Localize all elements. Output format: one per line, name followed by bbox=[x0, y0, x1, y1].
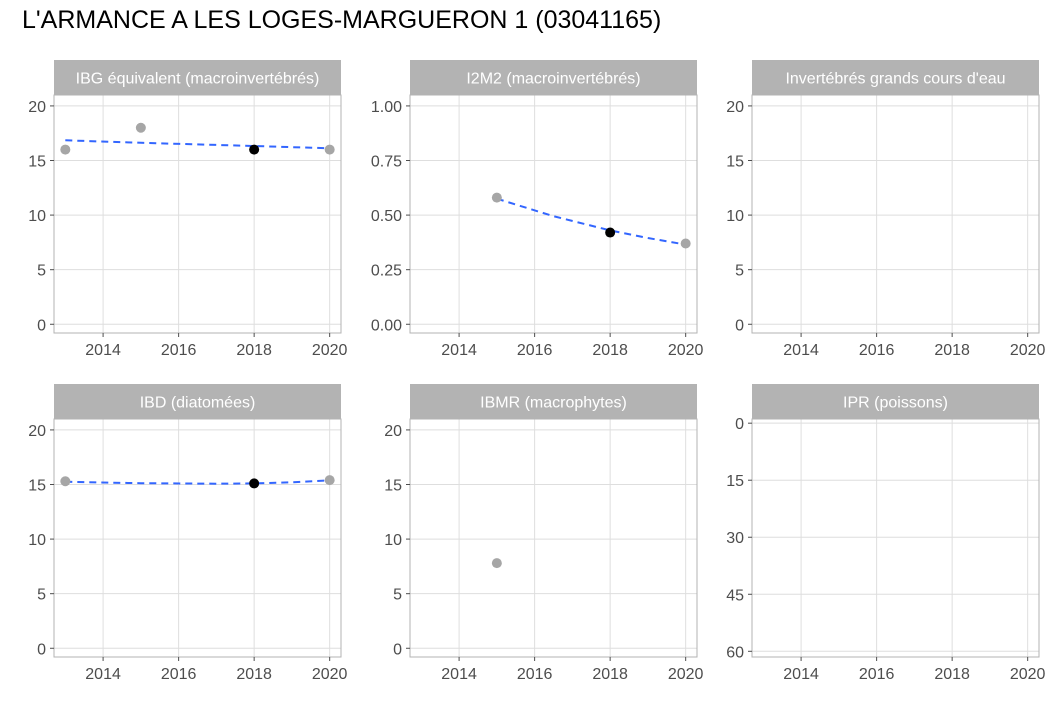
x-tick-label: 2014 bbox=[783, 342, 819, 359]
y-tick-label: 0 bbox=[37, 317, 46, 334]
data-point bbox=[249, 144, 260, 155]
y-tick-label: 10 bbox=[28, 208, 46, 225]
x-tick-label: 2014 bbox=[85, 342, 121, 359]
data-point bbox=[324, 144, 335, 155]
panel-title: Invertébrés grands cours d'eau bbox=[785, 71, 1005, 88]
y-tick-label: 15 bbox=[726, 473, 744, 490]
panel-title: IPR (poissons) bbox=[843, 395, 948, 412]
x-tick-label: 2016 bbox=[859, 666, 895, 683]
panel-strip bbox=[752, 384, 1039, 419]
y-tick-label: 0.00 bbox=[371, 317, 402, 334]
panel-strip bbox=[410, 384, 697, 419]
page-title: L'ARMANCE A LES LOGES-MARGUERON 1 (03041… bbox=[22, 6, 662, 34]
x-tick-label: 2020 bbox=[668, 342, 704, 359]
x-tick-label: 2018 bbox=[592, 342, 628, 359]
panel-strip bbox=[54, 60, 341, 95]
x-tick-label: 2016 bbox=[859, 342, 895, 359]
panel-title: IBMR (macrophytes) bbox=[480, 395, 627, 412]
y-tick-label: 5 bbox=[37, 587, 46, 604]
x-tick-label: 2018 bbox=[934, 342, 970, 359]
data-point bbox=[324, 475, 335, 486]
chart-panel-5: IBMR (macrophytes) 0 5 10 15 20 2014 2016 2018 20… bbox=[384, 384, 704, 683]
y-tick-label: 10 bbox=[28, 532, 46, 549]
y-tick-label: 0 bbox=[735, 317, 744, 334]
y-tick-label: 0 bbox=[735, 416, 744, 433]
panel-strip bbox=[752, 60, 1039, 95]
y-tick-label: 10 bbox=[384, 532, 402, 549]
y-tick-label: 5 bbox=[393, 587, 402, 604]
x-tick-label: 2020 bbox=[1010, 342, 1046, 359]
y-tick-label: 45 bbox=[726, 587, 744, 604]
x-tick-label: 2016 bbox=[517, 666, 553, 683]
x-tick-label: 2016 bbox=[161, 342, 197, 359]
data-point bbox=[491, 558, 502, 569]
x-tick-label: 2014 bbox=[441, 666, 477, 683]
y-tick-label: 15 bbox=[384, 478, 402, 495]
y-tick-label: 5 bbox=[735, 263, 744, 280]
data-point bbox=[249, 478, 260, 489]
x-tick-label: 2020 bbox=[312, 666, 348, 683]
y-tick-label: 0.25 bbox=[371, 263, 402, 280]
y-tick-label: 60 bbox=[726, 644, 744, 661]
x-tick-label: 2018 bbox=[236, 666, 272, 683]
x-tick-label: 2016 bbox=[161, 666, 197, 683]
panel-title: I2M2 (macroinvertébrés) bbox=[466, 71, 640, 88]
data-point bbox=[60, 144, 71, 155]
x-tick-label: 2018 bbox=[236, 342, 272, 359]
panel-strip bbox=[54, 384, 341, 419]
chart-panel-4: IBD (diatomées) 0 5 10 15 20 2014 2016 2018 2020 bbox=[28, 384, 348, 683]
y-tick-label: 5 bbox=[37, 263, 46, 280]
data-point bbox=[60, 476, 71, 487]
x-tick-label: 2018 bbox=[592, 666, 628, 683]
x-tick-label: 2020 bbox=[312, 342, 348, 359]
y-tick-label: 20 bbox=[726, 99, 744, 116]
panel-border bbox=[409, 418, 698, 658]
x-tick-label: 2016 bbox=[517, 342, 553, 359]
chart-panel-6: IPR (poissons) 0 15 30 45 60 2014 2016 2018 2020 bbox=[726, 384, 1046, 683]
y-tick-label: 15 bbox=[726, 154, 744, 171]
chart-panel-1: IBG équivalent (macroinvertébrés) 0 5 10 15 2… bbox=[28, 60, 348, 359]
y-tick-label: 0.50 bbox=[371, 208, 402, 225]
panel-border bbox=[751, 94, 1040, 334]
panel-title: IBD (diatomées) bbox=[140, 395, 256, 412]
x-tick-label: 2014 bbox=[85, 666, 121, 683]
x-tick-label: 2014 bbox=[783, 666, 819, 683]
panel-border bbox=[53, 418, 342, 658]
panel-border bbox=[409, 94, 698, 334]
data-point bbox=[680, 238, 691, 249]
y-tick-label: 15 bbox=[28, 478, 46, 495]
y-tick-label: 0 bbox=[37, 641, 46, 658]
trend-line bbox=[65, 139, 330, 150]
data-point bbox=[491, 192, 502, 203]
x-tick-label: 2020 bbox=[1010, 666, 1046, 683]
trend-line bbox=[496, 197, 686, 246]
y-tick-label: 15 bbox=[28, 154, 46, 171]
y-tick-label: 0.75 bbox=[371, 154, 402, 171]
chart-panel-2: I2M2 (macroinvertébrés) 0.00 0.25 0.50 0.75 1… bbox=[371, 60, 704, 359]
panel-border bbox=[53, 94, 342, 334]
x-tick-label: 2018 bbox=[934, 666, 970, 683]
panel-border bbox=[751, 418, 1040, 658]
y-tick-label: 20 bbox=[28, 99, 46, 116]
y-tick-label: 1.00 bbox=[371, 99, 402, 116]
y-tick-label: 10 bbox=[726, 208, 744, 225]
panel-strip bbox=[410, 60, 697, 95]
y-tick-label: 20 bbox=[384, 423, 402, 440]
x-tick-label: 2014 bbox=[441, 342, 477, 359]
x-tick-label: 2020 bbox=[668, 666, 704, 683]
panel-title: IBG équivalent (macroinvertébrés) bbox=[76, 71, 320, 88]
trend-line bbox=[65, 479, 330, 485]
y-tick-label: 20 bbox=[28, 423, 46, 440]
y-tick-label: 30 bbox=[726, 530, 744, 547]
data-point bbox=[135, 122, 146, 133]
data-point bbox=[605, 227, 616, 238]
chart-panel-3: Invertébrés grands cours d'eau0510152020… bbox=[726, 60, 1046, 359]
y-tick-label: 0 bbox=[393, 641, 402, 658]
